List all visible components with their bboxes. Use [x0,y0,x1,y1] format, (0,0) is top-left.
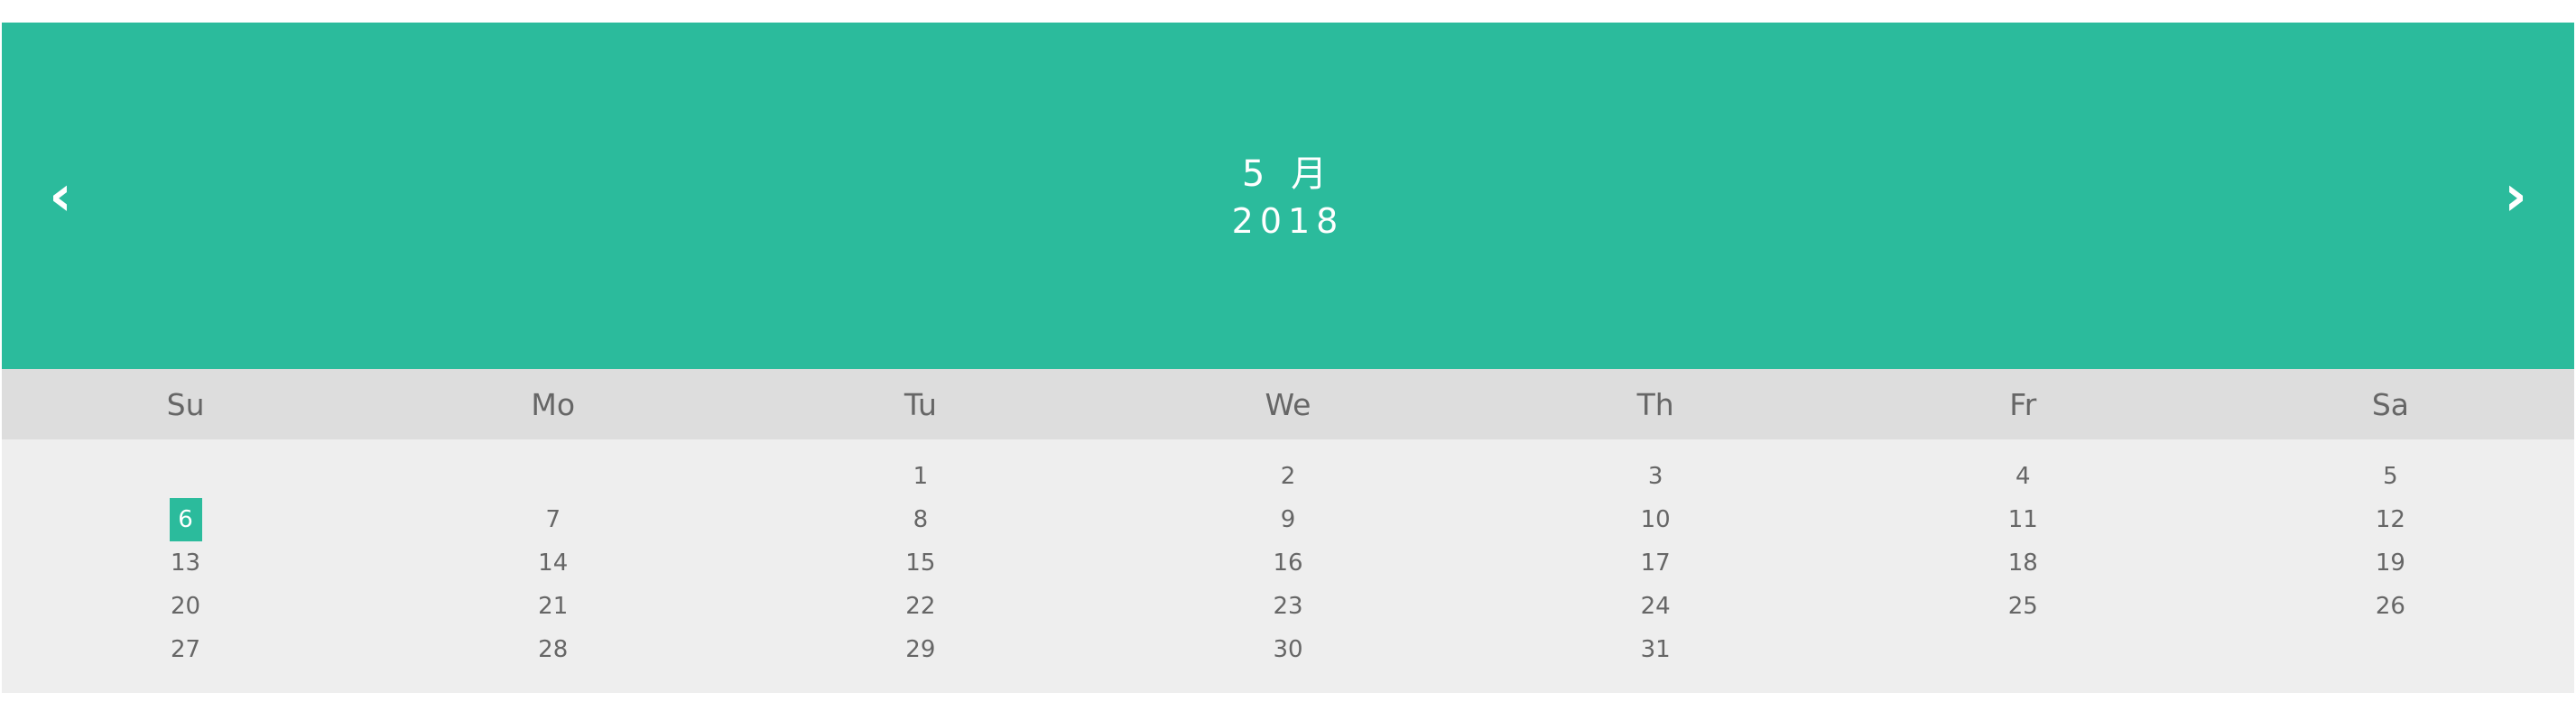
day-number: 12 [2375,506,2405,533]
day-cell[interactable]: 23 [1104,585,1471,628]
day-number: 18 [2007,549,2038,577]
calendar-header: ‹ 5 月 2018 › [2,23,2574,369]
day-cell[interactable]: 19 [2207,541,2574,585]
day-cell[interactable]: 12 [2207,498,2574,541]
day-number: 29 [905,636,936,663]
day-number: 1 [913,463,929,490]
day-number: 23 [1273,593,1303,620]
day-cell[interactable]: 10 [1472,498,1839,541]
next-month-button[interactable]: › [2475,146,2556,245]
day-number: 14 [538,549,569,577]
day-number: 28 [538,636,569,663]
day-number: 27 [171,636,201,663]
day-cell[interactable]: 31 [1472,628,1839,671]
year-label: 2018 [1231,201,1345,241]
day-number: 5 [2383,463,2398,490]
day-cell[interactable]: 3 [1472,455,1839,498]
day-cell[interactable]: 1 [737,455,1104,498]
day-number: 13 [171,549,201,577]
day-cell[interactable]: 2 [1104,455,1471,498]
day-cell[interactable]: 30 [1104,628,1471,671]
day-cell-selected[interactable]: 6 [2,498,369,541]
day-number: 2 [1280,463,1296,490]
day-cell[interactable]: 29 [737,628,1104,671]
day-cell[interactable]: 27 [2,628,369,671]
day-cell[interactable]: 18 [1839,541,2207,585]
day-number: 16 [1273,549,1303,577]
day-cell[interactable]: 14 [369,541,737,585]
day-cell[interactable]: 25 [1839,585,2207,628]
weekday-thursday: Th [1636,386,1674,422]
previous-month-button[interactable]: ‹ [20,146,101,245]
day-cell[interactable]: 8 [737,498,1104,541]
day-cell[interactable]: 22 [737,585,1104,628]
empty-day-cell [369,455,737,498]
day-number: 10 [1640,506,1671,533]
day-number: 20 [171,593,201,620]
day-cell[interactable]: 17 [1472,541,1839,585]
day-number: 25 [2007,593,2038,620]
day-number: 19 [2375,549,2405,577]
weekday-tuesday: Tu [903,386,937,422]
empty-day-cell [2,455,369,498]
day-cell[interactable]: 26 [2207,585,2574,628]
day-number: 4 [2015,463,2031,490]
chevron-left-icon: ‹ [49,162,72,228]
weekday-saturday: Sa [2371,386,2409,422]
day-number: 17 [1640,549,1671,577]
day-cell[interactable]: 11 [1839,498,2207,541]
day-cell[interactable]: 28 [369,628,737,671]
day-cell[interactable]: 20 [2,585,369,628]
day-number: 31 [1640,636,1671,663]
weekday-header-row: Su Mo Tu We Th Fr Sa [2,369,2574,439]
weekday-friday: Fr [2009,386,2037,422]
weekday-monday: Mo [531,386,576,422]
day-number: 22 [905,593,936,620]
day-number: 21 [538,593,569,620]
day-cell[interactable]: 16 [1104,541,1471,585]
chevron-right-icon: › [2504,162,2527,228]
day-cell[interactable]: 15 [737,541,1104,585]
month-label: 5 月 [1241,153,1335,195]
day-number: 8 [913,506,929,533]
day-number: 15 [905,549,936,577]
day-cell[interactable]: 21 [369,585,737,628]
day-number: 11 [2007,506,2038,533]
days-grid: 1 2 3 4 5 6 7 8 9 10 11 12 13 14 15 16 17 18 19 20 21 22 23 24 2… [2,439,2574,671]
weekday-sunday: Su [166,386,205,422]
day-number: 30 [1273,636,1303,663]
month-year-title: 5 月 2018 [2,151,2574,245]
day-cell[interactable]: 13 [2,541,369,585]
day-number: 7 [545,506,561,533]
day-cell[interactable]: 4 [1839,455,2207,498]
weekday-wednesday: We [1265,386,1311,422]
day-cell[interactable]: 24 [1472,585,1839,628]
day-cell[interactable]: 7 [369,498,737,541]
day-number: 9 [1280,506,1296,533]
day-number: 6 [169,498,202,541]
day-number: 26 [2375,593,2405,620]
day-number: 24 [1640,593,1671,620]
day-cell[interactable]: 5 [2207,455,2574,498]
day-number: 3 [1647,463,1663,490]
day-cell[interactable]: 9 [1104,498,1471,541]
